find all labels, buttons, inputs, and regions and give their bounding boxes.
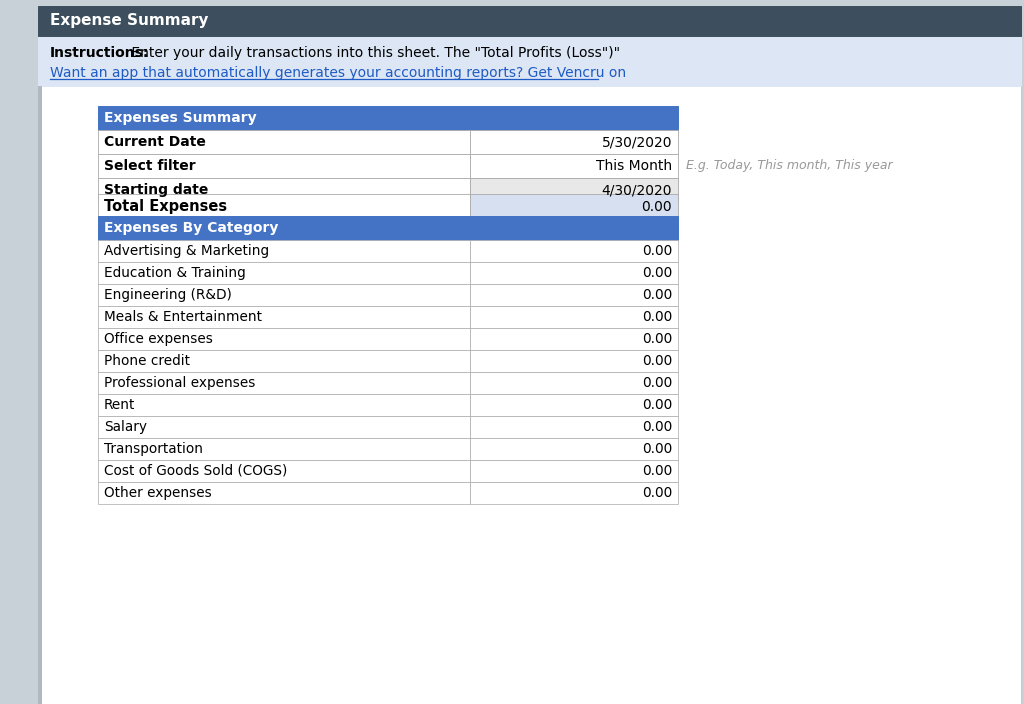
Bar (98, 178, 470, 202)
Text: Cost of Goods Sold (COGS): Cost of Goods Sold (COGS) (104, 464, 288, 478)
Bar (98, 328, 470, 350)
Text: 0.00: 0.00 (642, 310, 672, 324)
Text: Meals & Entertainment: Meals & Entertainment (104, 310, 262, 324)
Text: Current Date: Current Date (104, 135, 206, 149)
Text: Engineering (R&D): Engineering (R&D) (104, 288, 231, 302)
Text: 5/30/2020: 5/30/2020 (601, 135, 672, 149)
Bar (470, 372, 678, 394)
Bar (98, 372, 470, 394)
Text: This Month: This Month (596, 159, 672, 173)
Bar (98, 154, 470, 178)
Bar (470, 460, 678, 482)
Text: 0.00: 0.00 (642, 354, 672, 368)
Text: Advertising & Marketing: Advertising & Marketing (104, 244, 269, 258)
Bar (98, 416, 470, 438)
Bar (38, 36, 1021, 86)
Bar (470, 178, 678, 202)
Text: Office expenses: Office expenses (104, 332, 213, 346)
Text: Expense Summary: Expense Summary (50, 13, 209, 28)
Text: Instructions:: Instructions: (50, 46, 150, 60)
Bar (470, 284, 678, 306)
Text: Starting date: Starting date (104, 183, 208, 197)
Text: Want an app that automatically generates your accounting reports? Get Vencru on: Want an app that automatically generates… (50, 66, 626, 80)
Text: 0.00: 0.00 (642, 420, 672, 434)
Bar (470, 416, 678, 438)
Bar (470, 350, 678, 372)
Text: 0.00: 0.00 (642, 376, 672, 390)
Text: 0.00: 0.00 (642, 398, 672, 412)
Text: 4/30/2020: 4/30/2020 (601, 183, 672, 197)
Bar (98, 130, 470, 154)
Text: 0.00: 0.00 (641, 200, 672, 214)
Text: Total Expenses: Total Expenses (104, 199, 227, 215)
Bar (98, 262, 470, 284)
Bar (470, 438, 678, 460)
Text: 0.00: 0.00 (642, 464, 672, 478)
Text: 0.00: 0.00 (642, 244, 672, 258)
Bar (98, 394, 470, 416)
Bar (470, 194, 678, 220)
Bar (98, 216, 678, 240)
Bar (98, 240, 470, 262)
Bar (470, 240, 678, 262)
Text: 0.00: 0.00 (642, 486, 672, 500)
Bar (38, 86, 41, 704)
Bar (470, 130, 678, 154)
Bar (98, 438, 470, 460)
Bar (470, 394, 678, 416)
Bar (470, 306, 678, 328)
Text: Enter your daily transactions into this sheet. The "Total Profits (Loss")": Enter your daily transactions into this … (127, 46, 621, 60)
Text: Phone credit: Phone credit (104, 354, 190, 368)
Bar (98, 306, 470, 328)
Text: 0.00: 0.00 (642, 266, 672, 280)
Text: Other expenses: Other expenses (104, 486, 212, 500)
Bar (98, 482, 470, 504)
Text: Expenses By Category: Expenses By Category (104, 221, 279, 235)
Text: 0.00: 0.00 (642, 442, 672, 456)
Text: E.g. Today, This month, This year: E.g. Today, This month, This year (686, 160, 893, 172)
Text: 0.00: 0.00 (642, 332, 672, 346)
Text: Professional expenses: Professional expenses (104, 376, 255, 390)
Bar (470, 328, 678, 350)
Bar (98, 350, 470, 372)
Text: Salary: Salary (104, 420, 147, 434)
Text: Expenses Summary: Expenses Summary (104, 111, 257, 125)
Bar (98, 284, 470, 306)
Text: Transportation: Transportation (104, 442, 203, 456)
Bar (98, 106, 678, 130)
Bar (98, 194, 470, 220)
Text: Select filter: Select filter (104, 159, 196, 173)
Bar (470, 482, 678, 504)
Bar (470, 262, 678, 284)
Bar (470, 154, 678, 178)
Bar (38, 6, 1021, 36)
Text: 0.00: 0.00 (642, 288, 672, 302)
Text: Rent: Rent (104, 398, 135, 412)
Bar (98, 460, 470, 482)
Text: Education & Training: Education & Training (104, 266, 246, 280)
